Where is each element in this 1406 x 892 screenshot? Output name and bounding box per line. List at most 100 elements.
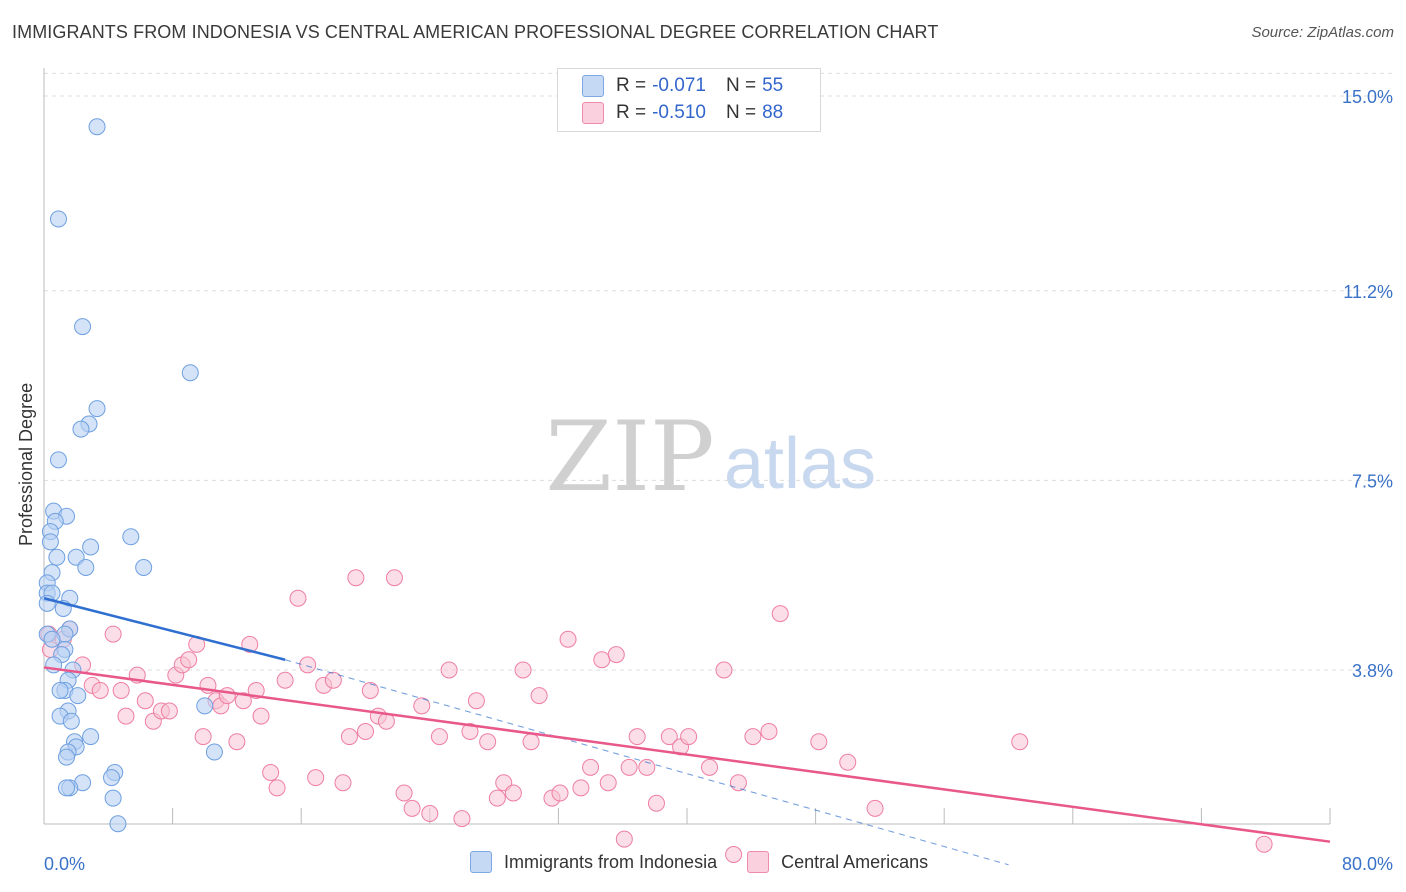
series-legend: Immigrants from Indonesia Central Americ… bbox=[470, 851, 958, 873]
central-americans-point bbox=[112, 682, 130, 699]
central-americans-points bbox=[40, 569, 1273, 863]
central-americans-point bbox=[599, 774, 617, 792]
indonesia-points bbox=[38, 118, 223, 833]
indonesia-point bbox=[205, 743, 223, 761]
central-americans-point bbox=[647, 794, 665, 812]
r-label: R = bbox=[616, 75, 647, 96]
watermark: ZIP atlas bbox=[545, 401, 876, 513]
indonesia-point bbox=[74, 318, 92, 336]
central-americans-point bbox=[729, 774, 747, 792]
indonesia-point bbox=[181, 364, 199, 382]
watermark-zip: ZIP bbox=[545, 401, 714, 513]
central-americans-point bbox=[440, 661, 458, 679]
central-americans-point bbox=[479, 733, 497, 751]
central-americans-point bbox=[361, 682, 379, 699]
y-axis-label-wrap: Professional Degree bbox=[16, 383, 40, 556]
central-americans-point bbox=[467, 692, 485, 710]
stats-legend: R = -0.071 N = 55 R = -0.510 N = 88 bbox=[557, 68, 821, 132]
y-tick-label: 15.0% bbox=[1342, 87, 1393, 107]
central-americans-point bbox=[104, 625, 122, 643]
chart-title: IMMIGRANTS FROM INDONESIA VS CENTRAL AME… bbox=[12, 22, 939, 42]
indonesia-point bbox=[48, 548, 66, 566]
central-americans-point bbox=[289, 589, 307, 607]
indonesia-point bbox=[88, 400, 106, 418]
central-americans-point bbox=[241, 635, 259, 653]
indonesia-point bbox=[69, 687, 87, 705]
central-americans-point bbox=[252, 707, 270, 725]
indonesia-point bbox=[41, 533, 59, 551]
central-americans-point bbox=[307, 769, 325, 787]
n-value: 55 bbox=[762, 75, 784, 96]
n-value: 88 bbox=[762, 102, 784, 123]
central-americans-point bbox=[218, 687, 236, 705]
tick-labels: 3.8% 7.5% 11.2% 15.0% 0.0% 80.0% bbox=[44, 87, 1393, 874]
central-americans-point bbox=[413, 697, 431, 715]
n-label: N = bbox=[725, 75, 757, 96]
indonesia-trend-line bbox=[43, 597, 286, 661]
indonesia-point bbox=[51, 682, 69, 699]
central-americans-point bbox=[810, 733, 828, 751]
central-americans-point bbox=[582, 758, 600, 776]
central-americans-point bbox=[572, 779, 590, 797]
indonesia-trend-extension bbox=[284, 659, 1009, 866]
indonesia-point bbox=[77, 559, 95, 576]
central-americans-point bbox=[268, 779, 286, 797]
legend-label-indonesia: Immigrants from Indonesia bbox=[504, 851, 718, 872]
central-americans-point bbox=[395, 784, 413, 802]
central-americans-point bbox=[504, 784, 522, 802]
central-americans-point bbox=[530, 687, 548, 705]
source-label: Source: ZipAtlas.com bbox=[1251, 24, 1394, 41]
r-label: R = bbox=[616, 102, 647, 123]
indonesia-point bbox=[58, 748, 76, 766]
central-americans-trend-line bbox=[43, 666, 1331, 843]
central-americans-point bbox=[194, 728, 212, 746]
central-americans-point bbox=[136, 692, 154, 710]
indonesia-point bbox=[38, 594, 56, 612]
central-americans-point bbox=[760, 723, 778, 740]
central-americans-point bbox=[340, 728, 358, 746]
grid-lines bbox=[44, 72, 1392, 671]
central-americans-point bbox=[385, 569, 403, 587]
x-tick-label: 0.0% bbox=[44, 854, 85, 874]
indonesia-point bbox=[103, 769, 121, 787]
indonesia-point bbox=[82, 728, 100, 746]
y-tick-label: 7.5% bbox=[1352, 471, 1393, 491]
legend-item-indonesia[interactable]: Immigrants from Indonesia bbox=[470, 851, 717, 873]
central-americans-point bbox=[334, 774, 352, 792]
y-tick-label: 11.2% bbox=[1343, 282, 1393, 302]
central-americans-point bbox=[551, 784, 569, 802]
r-value: -0.071 bbox=[652, 75, 706, 96]
central-americans-point bbox=[715, 661, 733, 679]
central-americans-point bbox=[744, 728, 762, 746]
central-americans-point bbox=[180, 651, 198, 669]
central-americans-point bbox=[228, 733, 246, 751]
indonesia-point bbox=[49, 210, 67, 228]
central-americans-point bbox=[839, 753, 857, 771]
stats-row-indonesia: R = -0.071 N = 55 bbox=[582, 73, 783, 99]
indonesia-point bbox=[135, 559, 153, 576]
swatch-central-americans bbox=[582, 102, 604, 124]
central-americans-point bbox=[660, 728, 678, 746]
indonesia-point bbox=[72, 420, 90, 438]
legend-item-central-americans[interactable]: Central Americans bbox=[747, 851, 928, 873]
central-americans-point bbox=[701, 758, 719, 776]
central-americans-point bbox=[620, 758, 638, 776]
indonesia-point bbox=[196, 697, 214, 715]
indonesia-point bbox=[82, 538, 100, 556]
stats-row-central-americans: R = -0.510 N = 88 bbox=[582, 100, 783, 126]
central-americans-point bbox=[234, 692, 252, 710]
central-americans-point bbox=[347, 569, 365, 587]
x-tick-label: 80.0% bbox=[1342, 854, 1393, 874]
legend-label-central-americans: Central Americans bbox=[781, 851, 929, 872]
swatch-indonesia bbox=[582, 75, 604, 97]
central-americans-point bbox=[522, 733, 540, 751]
central-americans-point bbox=[430, 728, 448, 746]
y-tick-label: 3.8% bbox=[1352, 661, 1393, 681]
y-axis-label: Professional Degree bbox=[16, 382, 36, 546]
central-americans-point bbox=[276, 671, 294, 689]
trend-lines bbox=[43, 597, 1331, 866]
indonesia-point bbox=[43, 630, 61, 648]
indonesia-point bbox=[109, 815, 127, 833]
central-americans-point bbox=[461, 723, 479, 740]
